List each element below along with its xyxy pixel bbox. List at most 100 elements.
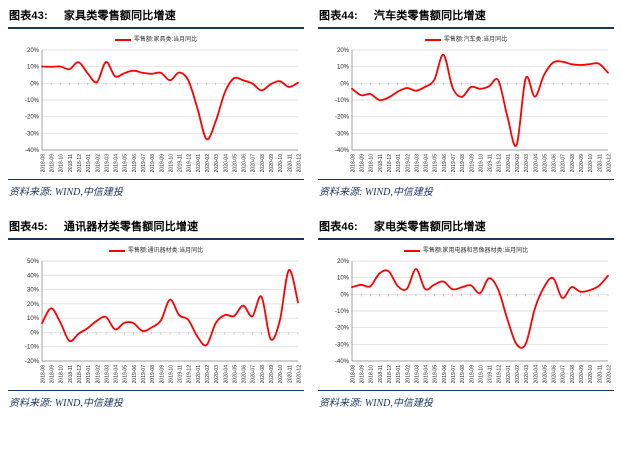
svg-text:10%: 10%: [337, 65, 350, 71]
svg-text:2020-07: 2020-07: [251, 154, 257, 173]
legend-line-swatch: [114, 39, 131, 41]
svg-text:2019-04: 2019-04: [114, 365, 120, 384]
svg-text:2019-06: 2019-06: [442, 365, 448, 384]
svg-text:-10%: -10%: [25, 98, 40, 104]
source-note: 资料来源: WIND,中信建投: [318, 390, 614, 409]
svg-text:-20%: -20%: [25, 115, 40, 121]
svg-text:2020-05: 2020-05: [232, 365, 238, 384]
source-text: 资料来源: WIND,中信建投: [319, 187, 433, 198]
legend-label: 零售额:通讯器材类:当月同比: [127, 248, 204, 254]
svg-text:2018-08: 2018-08: [40, 365, 46, 384]
svg-text:2019-01: 2019-01: [86, 154, 92, 173]
svg-text:2020-11: 2020-11: [287, 365, 293, 383]
svg-text:2020-02: 2020-02: [205, 365, 211, 384]
svg-text:2020-09: 2020-09: [579, 365, 585, 384]
svg-text:2020-02: 2020-02: [515, 154, 521, 173]
svg-text:2020-07: 2020-07: [561, 365, 567, 384]
svg-text:2020-09: 2020-09: [579, 154, 585, 173]
svg-text:2020-07: 2020-07: [251, 365, 257, 384]
svg-text:0%: 0%: [30, 81, 39, 87]
svg-text:2019-06: 2019-06: [442, 154, 448, 173]
svg-text:2019-11: 2019-11: [488, 365, 494, 383]
legend-line-swatch: [403, 250, 420, 252]
chart-tag: 图表46:: [319, 221, 358, 233]
chart-title-text: 汽车类零售额同比增速: [373, 10, 486, 22]
svg-text:30%: 30%: [27, 288, 40, 294]
chart-tag: 图表43:: [9, 10, 48, 22]
svg-text:2019-08: 2019-08: [150, 154, 156, 173]
svg-text:0%: 0%: [30, 330, 39, 336]
svg-text:2020-03: 2020-03: [214, 365, 220, 384]
svg-text:-30%: -30%: [335, 342, 350, 348]
svg-text:10%: 10%: [27, 65, 40, 71]
svg-text:2020-08: 2020-08: [260, 365, 266, 384]
svg-text:2020-08: 2020-08: [570, 154, 576, 173]
svg-text:2019-05: 2019-05: [123, 154, 129, 173]
svg-text:2018-12: 2018-12: [77, 365, 83, 384]
svg-text:-10%: -10%: [335, 98, 350, 104]
line-chart: 20%10%0%-10%-20%-30%-40%2018-08 2018-09 20…: [335, 259, 612, 384]
svg-text:2019-12: 2019-12: [187, 365, 193, 384]
line-chart: 20%10%0%-10%-20%-30%-40%2018-08 2018-09 20…: [25, 48, 302, 173]
svg-text:2018-08: 2018-08: [350, 365, 356, 384]
svg-text:2019-02: 2019-02: [95, 365, 101, 384]
charts-grid: 图表43: 家具类零售额同比增速 零售额:家具类:当月同比 20% 10% 0% -10…: [8, 5, 614, 409]
chart-tag: 图表44:: [319, 10, 358, 22]
svg-text:-40%: -40%: [335, 148, 350, 154]
chart-title-text: 家电类零售额同比增速: [373, 221, 486, 233]
svg-text:2019-07: 2019-07: [451, 154, 457, 173]
svg-text:2020-02: 2020-02: [205, 154, 211, 173]
svg-text:2019-08: 2019-08: [460, 154, 466, 173]
svg-text:2020-05: 2020-05: [232, 154, 238, 173]
chart-legend: 零售额:通讯器材类:当月同比: [8, 248, 304, 254]
svg-text:2019-02: 2019-02: [405, 365, 411, 384]
svg-text:20%: 20%: [27, 48, 40, 54]
svg-text:2018-10: 2018-10: [369, 365, 375, 384]
svg-text:2020-06: 2020-06: [242, 365, 248, 384]
svg-text:2020-10: 2020-10: [588, 154, 594, 173]
chart-legend: 零售额:家具类:当月同比: [8, 37, 304, 43]
svg-text:2018-09: 2018-09: [50, 154, 56, 173]
svg-text:2018-08: 2018-08: [350, 154, 356, 173]
svg-text:2020-04: 2020-04: [223, 154, 229, 173]
legend-line-swatch: [424, 39, 441, 41]
source-note: 资料来源: WIND,中信建投: [8, 179, 304, 198]
chart-panel-45: 图表45: 通讯器材类零售额同比增速 零售额:通讯器材类:当月同比 50% 40% 3…: [8, 216, 304, 409]
svg-text:2020-04: 2020-04: [223, 365, 229, 384]
svg-text:2019-01: 2019-01: [86, 365, 92, 384]
svg-text:-10%: -10%: [25, 345, 40, 351]
svg-text:-40%: -40%: [335, 359, 350, 365]
svg-text:2019-09: 2019-09: [159, 154, 165, 173]
svg-text:2019-08: 2019-08: [460, 365, 466, 384]
svg-text:2019-09: 2019-09: [469, 154, 475, 173]
svg-text:-20%: -20%: [335, 326, 350, 332]
svg-text:2020-05: 2020-05: [542, 365, 548, 384]
svg-text:2019-12: 2019-12: [497, 365, 503, 384]
chart-title-bar: 图表44: 汽车类零售额同比增速: [318, 5, 614, 29]
svg-text:2020-03: 2020-03: [524, 365, 530, 384]
legend-label: 零售额:家具类:当月同比: [133, 37, 198, 43]
svg-text:2020-11: 2020-11: [597, 154, 603, 172]
svg-text:0%: 0%: [340, 81, 349, 87]
svg-text:2020-07: 2020-07: [561, 154, 567, 173]
svg-text:-10%: -10%: [335, 309, 350, 315]
svg-text:2019-03: 2019-03: [414, 154, 420, 173]
svg-text:2019-05: 2019-05: [433, 365, 439, 384]
svg-text:2018-10: 2018-10: [369, 154, 375, 173]
svg-text:2019-03: 2019-03: [414, 365, 420, 384]
svg-text:2020-09: 2020-09: [269, 154, 275, 173]
svg-text:2020-04: 2020-04: [533, 154, 539, 173]
svg-text:2019-09: 2019-09: [159, 365, 165, 384]
svg-text:2018-12: 2018-12: [387, 154, 393, 173]
svg-text:2019-11: 2019-11: [178, 365, 184, 383]
svg-text:2020-12: 2020-12: [606, 154, 612, 173]
svg-text:2019-12: 2019-12: [497, 154, 503, 173]
svg-text:2019-12: 2019-12: [187, 154, 193, 173]
svg-text:2019-07: 2019-07: [141, 365, 147, 384]
svg-text:2018-09: 2018-09: [50, 365, 56, 384]
svg-text:2019-07: 2019-07: [451, 365, 457, 384]
svg-text:2019-08: 2019-08: [150, 365, 156, 384]
svg-text:2018-10: 2018-10: [59, 154, 65, 173]
svg-text:10%: 10%: [27, 316, 40, 322]
svg-text:2019-06: 2019-06: [132, 154, 138, 173]
